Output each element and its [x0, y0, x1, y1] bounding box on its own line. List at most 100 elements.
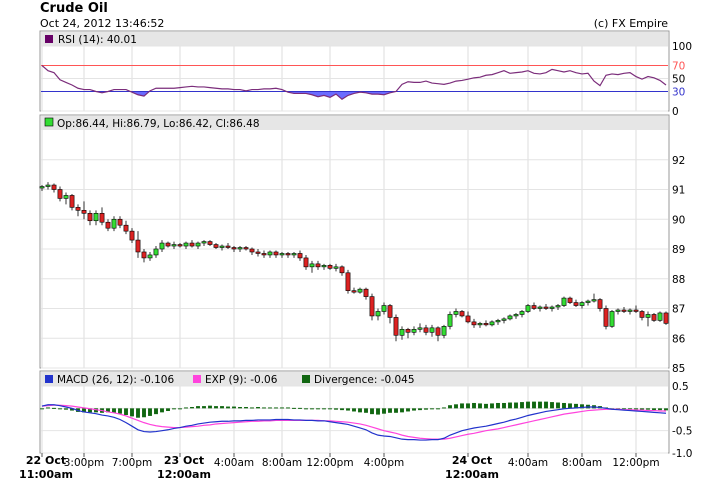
price-tick-label: 86 — [672, 333, 686, 345]
candle — [615, 308, 621, 315]
x-tick-label: 4:00am — [508, 457, 548, 469]
divergence-legend: Divergence: -0.045 — [314, 374, 415, 386]
macd-tick-label: 0.5 — [672, 381, 689, 393]
candle — [585, 299, 591, 306]
candle-body — [237, 247, 243, 250]
candle-body — [651, 314, 657, 321]
divergence-bar — [172, 408, 176, 410]
divergence-bar — [412, 408, 416, 411]
candle — [375, 308, 381, 321]
candle-body — [597, 299, 603, 309]
candle-body — [285, 253, 291, 256]
divergence-bar — [424, 408, 428, 410]
candle-body — [507, 315, 513, 320]
divergence-bar — [244, 406, 248, 409]
candle — [435, 326, 441, 342]
candle-body — [321, 265, 327, 268]
divergence-bar — [358, 408, 362, 413]
candle — [345, 269, 351, 294]
divergence-bar — [232, 406, 236, 409]
candle-body — [135, 239, 141, 253]
divergence-bar — [550, 402, 554, 409]
candle — [315, 260, 321, 270]
divergence-bar — [502, 402, 506, 409]
divergence-bar — [460, 403, 464, 409]
candle — [207, 240, 213, 247]
candle — [75, 204, 81, 217]
divergence-bar — [136, 408, 140, 418]
candle — [117, 216, 123, 229]
candle-body — [261, 253, 267, 256]
divergence-bar — [292, 407, 296, 409]
candle — [579, 301, 585, 309]
candle-body — [309, 263, 315, 268]
x-tick-label: 4:00pm — [364, 457, 404, 469]
candle-body — [441, 326, 447, 336]
instrument-title: Crude Oil — [40, 1, 108, 16]
candle — [309, 260, 315, 273]
candle — [225, 243, 231, 249]
rsi-legend-swatch — [45, 35, 53, 43]
candle — [99, 207, 105, 226]
macd-tick-label: -1.0 — [672, 448, 693, 460]
candle — [657, 311, 663, 322]
candle-body — [531, 305, 537, 309]
divergence-bar — [118, 408, 122, 414]
candle-body — [387, 305, 393, 318]
candle-body — [183, 242, 189, 247]
candle-body — [147, 254, 153, 259]
exp-legend-swatch — [193, 375, 201, 383]
divergence-bar — [46, 407, 50, 409]
candle — [597, 298, 603, 312]
candle — [243, 246, 249, 251]
candle — [423, 324, 429, 336]
candle-body — [657, 312, 663, 321]
candle-body — [303, 257, 309, 268]
candle-body — [579, 302, 585, 306]
candle-body — [87, 213, 93, 222]
candle — [651, 312, 657, 322]
candle — [549, 305, 555, 312]
macd-line — [41, 404, 667, 441]
candle-body — [243, 247, 249, 250]
divergence-legend-swatch — [302, 375, 310, 383]
divergence-bar — [166, 408, 170, 412]
divergence-bar — [124, 408, 128, 416]
divergence-bar — [214, 406, 218, 409]
candle — [285, 251, 291, 258]
x-tick-label: 3:00pm — [64, 457, 104, 469]
divergence-bar — [418, 408, 422, 411]
candle — [405, 327, 411, 339]
candle-body — [159, 242, 165, 250]
price-tick-label: 87 — [672, 304, 685, 316]
candle-body — [453, 311, 459, 315]
candle — [81, 201, 87, 220]
candle-body — [219, 245, 225, 248]
divergence-bar — [646, 408, 650, 410]
rsi-legend: RSI (14): 40.01 — [58, 34, 137, 46]
candle-body — [435, 327, 441, 336]
candle-body — [213, 244, 219, 248]
price-tick-label: 92 — [672, 155, 685, 167]
candle — [297, 250, 303, 261]
candle-body — [117, 218, 123, 226]
candle — [321, 263, 327, 270]
candle-body — [603, 308, 609, 327]
candle — [69, 193, 75, 211]
divergence-bar — [364, 408, 368, 413]
price-tick-label: 88 — [672, 274, 685, 286]
divergence-bar — [184, 407, 188, 409]
candle — [147, 251, 153, 261]
divergence-bar — [490, 403, 494, 409]
divergence-bar — [178, 408, 182, 410]
candle — [477, 321, 483, 328]
divergence-bar — [340, 408, 344, 411]
candle — [573, 299, 579, 308]
divergence-bar — [58, 408, 62, 410]
candle-body — [513, 314, 519, 317]
divergence-bar — [652, 408, 656, 411]
candle — [195, 241, 201, 249]
candle — [603, 305, 609, 330]
divergence-bar — [352, 408, 356, 412]
candle-body — [51, 184, 57, 190]
